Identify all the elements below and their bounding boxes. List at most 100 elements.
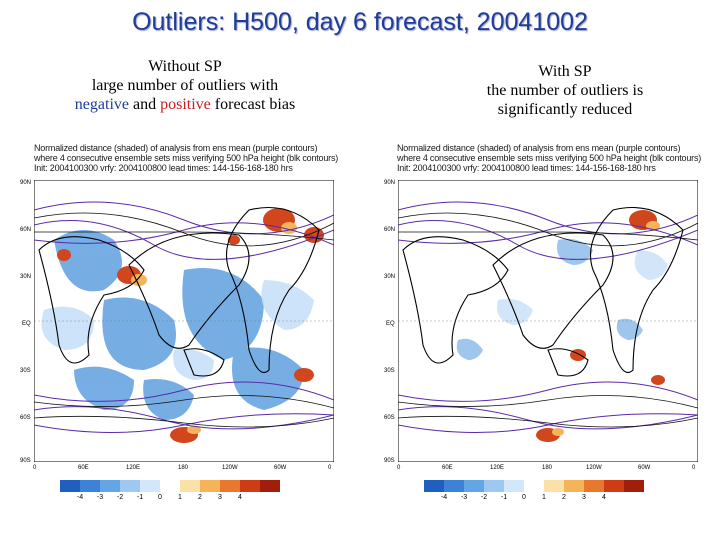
right-colorbar-swatch <box>424 480 444 492</box>
left-lat-5: 60S <box>20 415 31 421</box>
right-lat-3: EQ <box>386 321 395 327</box>
right-colorbar <box>424 480 644 492</box>
left-colorbar-tick-label: -4 <box>76 494 84 501</box>
left-map <box>34 180 334 462</box>
right-colorbar-tick-label: -1 <box>500 494 508 501</box>
left-colorbar-tick-label: 3 <box>218 494 222 501</box>
slide-title: Outliers: H500, day 6 forecast, 20041002 <box>132 8 588 36</box>
right-map-header: Normalized distance (shaded) of analysis… <box>397 143 701 173</box>
right-lat-6: 90S <box>384 458 395 464</box>
right-colorbar-swatch <box>504 480 524 492</box>
left-colorbar-tick-label: 4 <box>238 494 242 501</box>
right-negative-shading <box>456 238 643 360</box>
right-map-caption-1: Normalized distance (shaded) of analysis… <box>397 143 681 153</box>
left-colorbar-swatch <box>180 480 200 492</box>
left-colorbar-swatch <box>160 480 180 492</box>
left-colorbar-swatch <box>200 480 220 492</box>
right-colorbar-tick-label: -2 <box>480 494 488 501</box>
positive-word: positive <box>160 96 211 113</box>
left-colorbar-swatch <box>140 480 160 492</box>
right-lat-1: 60N <box>384 227 396 233</box>
right-map <box>398 180 698 462</box>
right-coastlines <box>402 206 684 377</box>
left-map-caption-3: Init: 2004100300 vrfy: 2004100800 lead t… <box>34 163 293 173</box>
left-lon-1: 60E <box>78 465 89 471</box>
right-colorbar-tick-label: 3 <box>582 494 586 501</box>
right-lat-0: 90N <box>384 180 396 186</box>
right-lat-4: 30S <box>384 368 395 374</box>
right-colorbar-tick-label: 1 <box>542 494 546 501</box>
left-lat-4: 30S <box>20 368 31 374</box>
right-colorbar-swatch <box>584 480 604 492</box>
right-line2: significantly reduced <box>497 101 633 118</box>
tail-word: forecast bias <box>210 96 296 113</box>
right-light-shading <box>497 250 668 325</box>
right-map-caption-3: Init: 2004100300 vrfy: 2004100800 lead t… <box>397 163 656 173</box>
left-colorbar-tick-label: 0 <box>158 494 162 501</box>
left-lat-2: 30N <box>20 274 32 280</box>
left-colorbar-swatch <box>100 480 120 492</box>
right-colorbar-swatch <box>524 480 544 492</box>
left-map-caption-1: Normalized distance (shaded) of analysis… <box>34 143 318 153</box>
left-colorbar-swatch <box>220 480 240 492</box>
left-lon-6: 0 <box>328 465 332 471</box>
left-caption: Without SP large number of outliers with… <box>40 57 330 114</box>
left-lat-1: 60N <box>20 227 32 233</box>
left-colorbar-tick-label: 1 <box>178 494 182 501</box>
right-colorbar-swatch <box>544 480 564 492</box>
right-colorbar-swatch <box>484 480 504 492</box>
right-purple-contours <box>398 201 698 433</box>
right-colorbar-swatch <box>604 480 624 492</box>
left-lon-0: 0 <box>33 465 37 471</box>
right-colorbar-ticks: -4 -3 -2 -1 0 1 2 3 4 <box>424 494 644 504</box>
left-colorbar-swatch <box>240 480 260 492</box>
right-lon-4: 120W <box>586 465 602 471</box>
left-colorbar-swatch <box>60 480 80 492</box>
negative-word: negative <box>74 96 129 113</box>
left-heading: Without SP <box>148 58 222 75</box>
left-map-caption-2: where 4 consecutive ensemble sets miss v… <box>34 153 339 163</box>
left-colorbar-ticks: -4 -3 -2 -1 0 1 2 3 4 <box>60 494 280 504</box>
right-lat-2: 30N <box>384 274 396 280</box>
left-line2: negative and positive forecast bias <box>40 95 330 114</box>
right-lat-5: 60S <box>384 415 395 421</box>
left-lon-2: 120E <box>126 465 141 471</box>
right-colorbar-tick-label: 2 <box>562 494 566 501</box>
right-colorbar-swatch <box>444 480 464 492</box>
right-colorbar-tick-label: -4 <box>440 494 448 501</box>
left-colorbar-tick-label: 2 <box>198 494 202 501</box>
right-colorbar-tick-label: 4 <box>602 494 606 501</box>
left-colorbar-swatch <box>120 480 140 492</box>
right-colorbar-swatch <box>564 480 584 492</box>
left-line1: large number of outliers with <box>91 77 279 94</box>
left-lat-6: 90S <box>20 458 31 464</box>
left-colorbar-tick-label: -1 <box>136 494 144 501</box>
right-black-contours <box>398 212 698 428</box>
right-lon-2: 120E <box>490 465 505 471</box>
right-lon-5: 60W <box>638 465 651 471</box>
left-colorbar-tick-label: -2 <box>116 494 124 501</box>
right-colorbar-tick-label: -3 <box>460 494 468 501</box>
right-lon-1: 60E <box>442 465 453 471</box>
left-black-contours <box>34 212 334 428</box>
left-lat-3: EQ <box>22 321 31 327</box>
right-map-caption-2: where 4 consecutive ensemble sets miss v… <box>397 153 702 163</box>
right-colorbar-swatch <box>464 480 484 492</box>
and-word: and <box>129 96 161 113</box>
right-colorbar-tick-label: 0 <box>522 494 526 501</box>
right-caption: With SP the number of outliers is signif… <box>420 62 710 119</box>
right-lon-3: 180 <box>542 465 553 471</box>
right-colorbar-swatch <box>624 480 644 492</box>
right-lon-6: 0 <box>692 465 696 471</box>
right-line1: the number of outliers is <box>486 82 644 99</box>
left-negative-shading <box>54 230 304 420</box>
left-lon-3: 180 <box>178 465 189 471</box>
left-colorbar-tick-label: -3 <box>96 494 104 501</box>
left-colorbar-swatch <box>260 480 280 492</box>
left-coastlines <box>38 206 320 377</box>
right-lon-0: 0 <box>397 465 401 471</box>
left-colorbar <box>60 480 280 492</box>
left-lat-0: 90N <box>20 180 32 186</box>
left-lon-4: 120W <box>222 465 238 471</box>
right-heading: With SP <box>538 63 592 80</box>
